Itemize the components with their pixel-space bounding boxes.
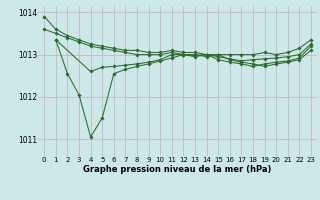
X-axis label: Graphe pression niveau de la mer (hPa): Graphe pression niveau de la mer (hPa) [84,165,272,174]
